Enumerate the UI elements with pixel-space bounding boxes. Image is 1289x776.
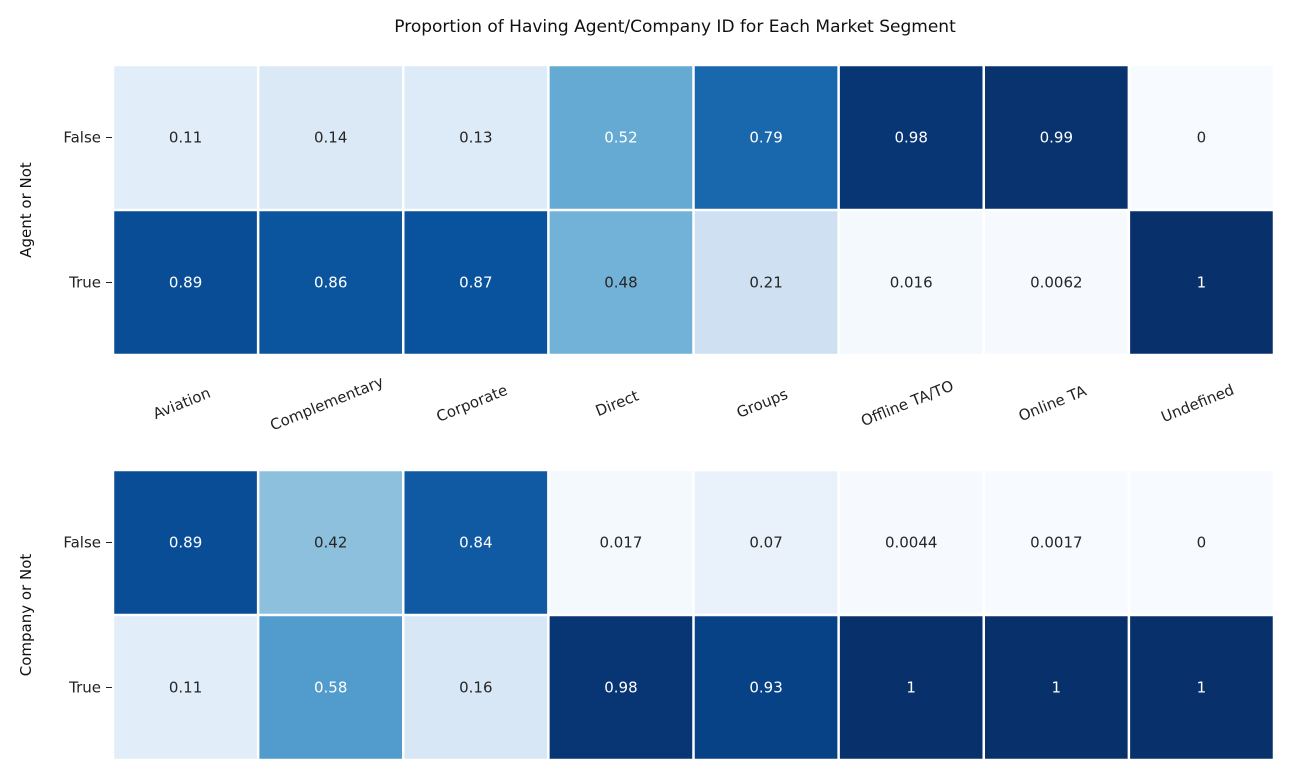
heatmap-cell xyxy=(839,211,983,354)
heatmap-cell xyxy=(114,66,257,209)
cell-value-label: 0.11 xyxy=(169,679,202,697)
cell-value-label: 1 xyxy=(1197,679,1207,697)
cell-value-label: 0.16 xyxy=(459,679,492,697)
cell-value-label: 0.98 xyxy=(604,679,637,697)
x-tick-label: Complementary xyxy=(268,372,387,434)
heatmap-cell xyxy=(839,66,983,209)
heatmap-cell xyxy=(985,616,1128,759)
cell-value-label: 0.0062 xyxy=(1030,274,1083,292)
heatmap-cell xyxy=(694,471,838,614)
heatmap-cell xyxy=(985,66,1128,209)
cell-value-label: 0 xyxy=(1197,129,1207,147)
cell-value-label: 0.98 xyxy=(894,129,927,147)
heatmap-panel-2: 0.89 0.42 0.84 0.017 0.07 0.0044 0.0017 0 0.11 0.… xyxy=(17,471,1273,759)
heatmap-cell xyxy=(404,66,548,209)
heatmap-cell xyxy=(985,211,1128,354)
heatmap-cell xyxy=(549,616,693,759)
x-tick-label: Direct xyxy=(593,387,641,421)
heatmap-cell xyxy=(1130,616,1273,759)
heatmap-panel-1: 0.11 0.14 0.13 0.52 0.79 0.98 0.99 0 0.89 0.86 0.8… xyxy=(17,66,1273,354)
y-tick-label: False xyxy=(63,534,101,552)
cell-value-label: 0.016 xyxy=(890,274,933,292)
cell-value-label: 0.0044 xyxy=(885,534,938,552)
heatmap-cell xyxy=(404,471,548,614)
cell-value-label: 0.21 xyxy=(749,274,782,292)
heatmap-cell xyxy=(404,211,548,354)
x-tick-label: Groups xyxy=(734,385,791,422)
heatmap-cell xyxy=(114,471,257,614)
cell-value-label: 0.93 xyxy=(749,679,782,697)
heatmap-cell xyxy=(114,211,257,354)
heatmap-cell xyxy=(549,211,693,354)
cell-value-label: 1 xyxy=(906,679,916,697)
cell-value-label: 0.017 xyxy=(599,534,642,552)
cell-value-label: 0.84 xyxy=(459,534,492,552)
heatmap-cell xyxy=(404,616,548,759)
cell-value-label: 0.52 xyxy=(604,129,637,147)
heatmap-cell xyxy=(549,66,693,209)
heatmap-cell xyxy=(259,211,402,354)
heatmap-cell xyxy=(839,471,983,614)
cell-value-label: 0.86 xyxy=(314,274,347,292)
heatmap-cell xyxy=(549,471,693,614)
x-tick-label: Aviation xyxy=(150,384,213,423)
x-tick-labels: Aviation Complementary Corporate Direct Grou… xyxy=(150,372,1236,434)
x-tick-label: Corporate xyxy=(434,381,510,426)
cell-value-label: 0.07 xyxy=(749,534,782,552)
heatmap-cell xyxy=(259,616,402,759)
heatmap-cell xyxy=(694,616,838,759)
cell-value-label: 1 xyxy=(1197,274,1207,292)
chart-title: Proportion of Having Agent/Company ID fo… xyxy=(394,17,956,37)
cell-value-label: 0.11 xyxy=(169,129,202,147)
y-tick-label: True xyxy=(68,274,101,292)
y-tick-label: False xyxy=(63,129,101,147)
heatmap-cell xyxy=(694,66,838,209)
cell-value-label: 0.79 xyxy=(749,129,782,147)
cell-value-label: 0.13 xyxy=(459,129,492,147)
heatmap-cell xyxy=(985,471,1128,614)
heatmap-cell xyxy=(114,616,257,759)
heatmap-cell xyxy=(1130,471,1273,614)
heatmap-cell xyxy=(259,471,402,614)
cell-value-label: 0 xyxy=(1197,534,1207,552)
y-axis-label: Agent or Not xyxy=(17,162,35,258)
cell-value-label: 0.99 xyxy=(1040,129,1073,147)
cell-value-label: 0.0017 xyxy=(1030,534,1083,552)
heatmap-cell xyxy=(259,66,402,209)
cell-value-label: 0.89 xyxy=(169,274,202,292)
cell-value-label: 0.89 xyxy=(169,534,202,552)
cell-value-label: 0.14 xyxy=(314,129,347,147)
heatmap-panels: 0.11 0.14 0.13 0.52 0.79 0.98 0.99 0 0.89 0.86 0.8… xyxy=(17,66,1273,759)
cell-value-label: 1 xyxy=(1052,679,1062,697)
cell-value-label: 0.58 xyxy=(314,679,347,697)
heatmap-cell xyxy=(694,211,838,354)
cell-value-label: 0.48 xyxy=(604,274,637,292)
heatmap-cell xyxy=(839,616,983,759)
x-tick-label: Undefined xyxy=(1159,381,1237,427)
x-tick-label: Online TA xyxy=(1016,381,1090,425)
heatmap-cell xyxy=(1130,211,1273,354)
heatmap-cell xyxy=(1130,66,1273,209)
y-tick-label: True xyxy=(68,679,101,697)
cell-value-label: 0.42 xyxy=(314,534,347,552)
x-tick-label: Offline TA/TO xyxy=(858,377,956,431)
cell-value-label: 0.87 xyxy=(459,274,492,292)
y-axis-label: Company or Not xyxy=(17,554,35,677)
